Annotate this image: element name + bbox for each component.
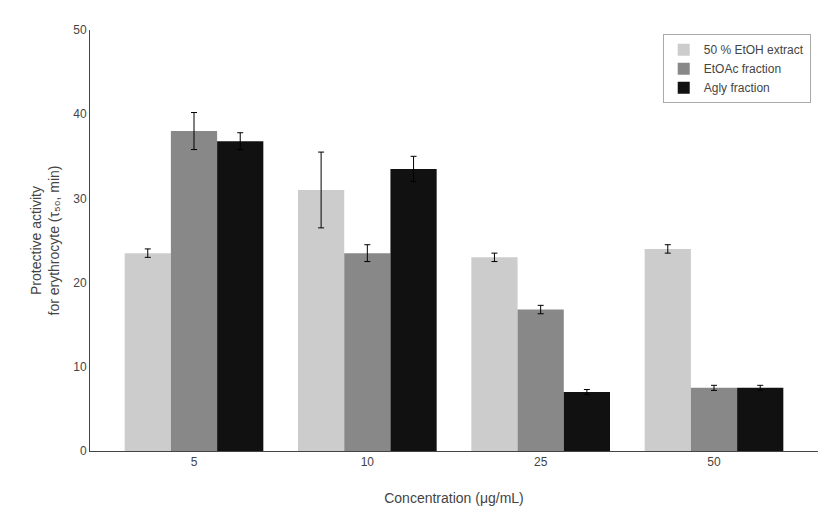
svg-text:0: 0 [80,444,87,458]
svg-text:EtOAc fraction: EtOAc fraction [704,62,781,76]
svg-text:40: 40 [73,107,87,121]
svg-text:30: 30 [73,192,87,206]
svg-text:50: 50 [707,455,721,469]
svg-text:50 % EtOH extract: 50 % EtOH extract [704,43,804,57]
svg-text:Concentration (μg/mL): Concentration (μg/mL) [384,490,524,506]
svg-text:25: 25 [534,455,548,469]
svg-text:Agly fraction: Agly fraction [704,81,770,95]
svg-text:10: 10 [361,455,375,469]
svg-text:10: 10 [73,360,87,374]
svg-text:Protective activityfor erythro: Protective activityfor erythrocyte (τ₅₀,… [28,165,62,315]
svg-text:50: 50 [73,23,87,37]
svg-text:20: 20 [73,276,87,290]
svg-text:5: 5 [191,455,198,469]
